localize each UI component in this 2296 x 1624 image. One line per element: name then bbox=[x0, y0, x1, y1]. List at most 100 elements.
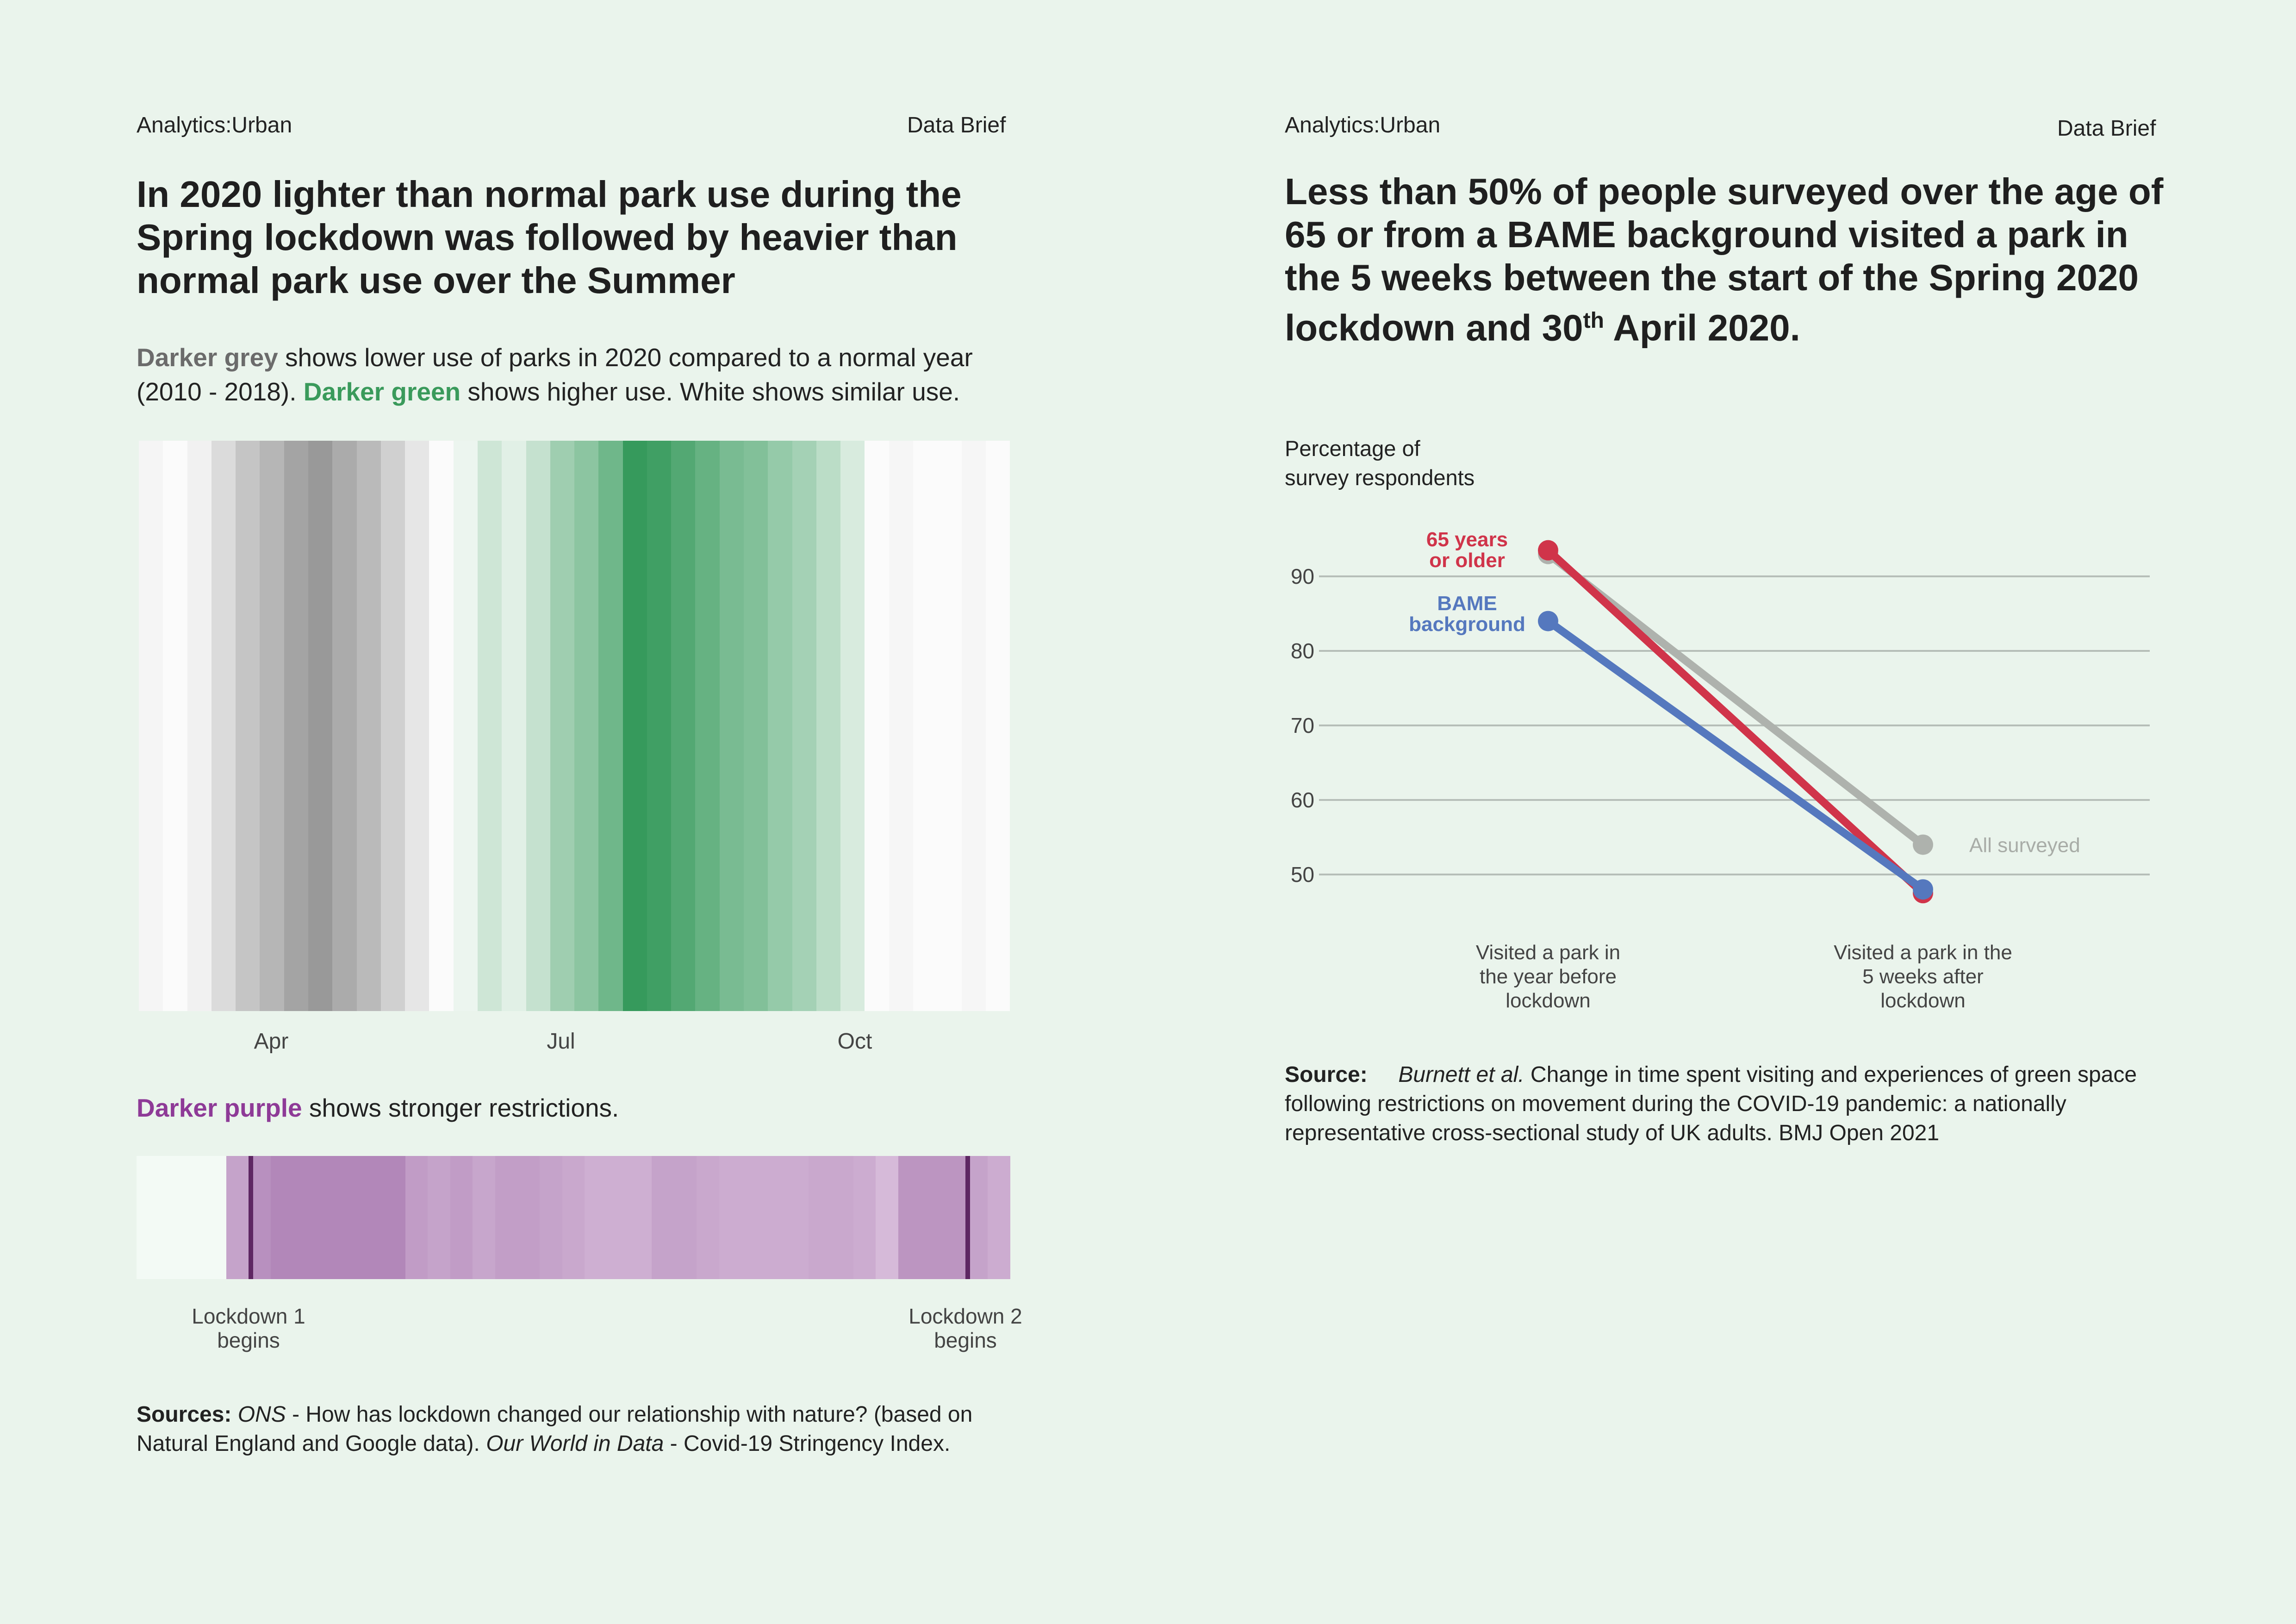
lockdown-2-line-2: begins bbox=[934, 1328, 997, 1352]
park-week-stripe bbox=[429, 441, 454, 1011]
lockdown-marker-line bbox=[249, 1156, 254, 1279]
lockdown-1-line-2: begins bbox=[217, 1328, 280, 1352]
park-week-stripe bbox=[816, 441, 841, 1011]
park-week-stripe bbox=[453, 441, 478, 1011]
stringency-week-stripe bbox=[316, 1156, 338, 1279]
source-ons: ONS bbox=[237, 1402, 286, 1427]
series-bame-background-point-after bbox=[1913, 879, 1933, 900]
park-week-stripe bbox=[865, 441, 889, 1011]
stringency-week-stripe bbox=[764, 1156, 786, 1279]
lockdown-1-label: Lockdown 1 begins bbox=[156, 1304, 341, 1352]
y-tick-label: 90 bbox=[1291, 564, 1314, 588]
park-week-stripe bbox=[719, 441, 744, 1011]
source-owid-text: - Covid-19 Stringency Index. bbox=[664, 1431, 951, 1456]
y-tick-label: 60 bbox=[1291, 788, 1314, 812]
stringency-week-stripe bbox=[786, 1156, 809, 1279]
park-week-stripe bbox=[961, 441, 986, 1011]
lockdown-2-line-1: Lockdown 2 bbox=[908, 1304, 1022, 1328]
park-week-stripe bbox=[889, 441, 913, 1011]
stringency-week-stripe bbox=[876, 1156, 898, 1279]
stringency-week-stripe bbox=[674, 1156, 697, 1279]
stringency-week-stripe bbox=[495, 1156, 517, 1279]
stringency-week-stripe bbox=[607, 1156, 629, 1279]
y-tick-label: 70 bbox=[1291, 713, 1314, 737]
y-tick-label: 50 bbox=[1291, 862, 1314, 887]
right-sources: Source: Burnett et al. Change in time sp… bbox=[1285, 1060, 2164, 1148]
stringency-week-stripe bbox=[988, 1156, 1010, 1279]
left-sources: Sources: ONS - How has lockdown changed … bbox=[137, 1400, 1016, 1458]
park-week-stripe bbox=[744, 441, 768, 1011]
legend-darker-green: Darker green bbox=[303, 377, 461, 406]
left-header-doctype: Data Brief bbox=[907, 113, 1006, 137]
park-week-stripe bbox=[792, 441, 816, 1011]
stringency-week-stripe bbox=[652, 1156, 674, 1279]
park-week-stripe bbox=[695, 441, 720, 1011]
park-week-stripe bbox=[405, 441, 429, 1011]
park-week-stripe bbox=[356, 441, 381, 1011]
x-category-label: lockdown bbox=[1880, 989, 1965, 1012]
park-week-stripe bbox=[768, 441, 792, 1011]
park-week-stripe bbox=[380, 441, 405, 1011]
stringency-week-stripe bbox=[271, 1156, 293, 1279]
stringency-week-stripe bbox=[338, 1156, 361, 1279]
stringency-week-stripe bbox=[898, 1156, 921, 1279]
source-text: Change in time spent visiting and experi… bbox=[1285, 1062, 2137, 1145]
source-ons-text: - How has lockdown changed our relations… bbox=[137, 1402, 973, 1456]
stringency-week-stripe bbox=[204, 1156, 226, 1279]
stringency-week-stripe bbox=[831, 1156, 853, 1279]
source-author: Burnett et al. bbox=[1398, 1062, 1524, 1087]
series-label-65-line2: or older bbox=[1429, 549, 1505, 572]
park-week-stripe bbox=[671, 441, 696, 1011]
stringency-week-stripe bbox=[629, 1156, 652, 1279]
park-week-stripe bbox=[526, 441, 550, 1011]
right-title-sup: th bbox=[1583, 308, 1604, 333]
park-week-stripe bbox=[622, 441, 647, 1011]
stringency-week-stripe bbox=[540, 1156, 562, 1279]
subtitle-text-2: shows higher use. White shows similar us… bbox=[460, 377, 960, 406]
stringency-stripes-chart bbox=[137, 1156, 1010, 1279]
park-week-stripe bbox=[840, 441, 865, 1011]
right-title-end: April 2020. bbox=[1604, 307, 1800, 349]
subtitle-text-1: shows lower use of parks in 2020 compare… bbox=[137, 343, 973, 406]
lockdown-2-label: Lockdown 2 begins bbox=[873, 1304, 1058, 1352]
right-title-main: Less than 50% of people surveyed over th… bbox=[1285, 171, 2164, 349]
left-header-brand: Analytics:Urban bbox=[137, 113, 292, 137]
series-label-all-surveyed: All surveyed bbox=[1969, 834, 2080, 857]
lockdown-1-line-1: Lockdown 1 bbox=[192, 1304, 305, 1328]
right-header-doctype: Data Brief bbox=[2057, 116, 2156, 141]
park-week-stripe bbox=[550, 441, 575, 1011]
stringency-week-stripe bbox=[226, 1156, 249, 1279]
right-title: Less than 50% of people surveyed over th… bbox=[1285, 170, 2164, 350]
series-bame-background-point-before bbox=[1538, 611, 1558, 631]
stringency-week-stripe bbox=[921, 1156, 943, 1279]
park-week-stripe bbox=[163, 441, 187, 1011]
park-week-stripe bbox=[598, 441, 623, 1011]
series-label-bame-line2: background bbox=[1409, 613, 1525, 636]
x-tick-label: Oct bbox=[837, 1029, 872, 1054]
y-axis-label: survey respondents bbox=[1285, 465, 1475, 490]
stringency-week-stripe bbox=[809, 1156, 831, 1279]
park-week-stripe bbox=[260, 441, 284, 1011]
park-use-stripes-chart bbox=[139, 441, 1010, 1011]
series-all-surveyed-point-after bbox=[1913, 834, 1933, 855]
stringency-week-stripe bbox=[181, 1156, 204, 1279]
y-axis-label: Percentage of bbox=[1285, 436, 1421, 461]
park-week-stripe bbox=[236, 441, 260, 1011]
x-category-label: 5 weeks after bbox=[1862, 965, 1984, 988]
x-category-label: Visited a park in the bbox=[1834, 941, 2012, 964]
stringency-week-stripe bbox=[943, 1156, 966, 1279]
stringency-week-stripe bbox=[383, 1156, 405, 1279]
series-65-years-or-older-line bbox=[1544, 546, 1927, 897]
purple-caption: Darker purple shows stronger restriction… bbox=[137, 1091, 1016, 1125]
legend-darker-grey: Darker grey bbox=[137, 343, 278, 372]
park-week-stripe bbox=[574, 441, 599, 1011]
sources-label: Sources: bbox=[137, 1402, 232, 1427]
lockdown-marker-line bbox=[965, 1156, 971, 1279]
stringency-week-stripe bbox=[428, 1156, 450, 1279]
series-label-65-line1: 65 years bbox=[1426, 528, 1508, 551]
slope-chart: Percentage of survey respondents 50 60 70 80 9… bbox=[1285, 436, 2150, 1012]
series-65-years-or-older-point-before bbox=[1538, 540, 1558, 561]
purple-caption-text: shows stronger restrictions. bbox=[302, 1093, 619, 1122]
stringency-week-stripe bbox=[697, 1156, 719, 1279]
stringency-week-stripe bbox=[585, 1156, 607, 1279]
